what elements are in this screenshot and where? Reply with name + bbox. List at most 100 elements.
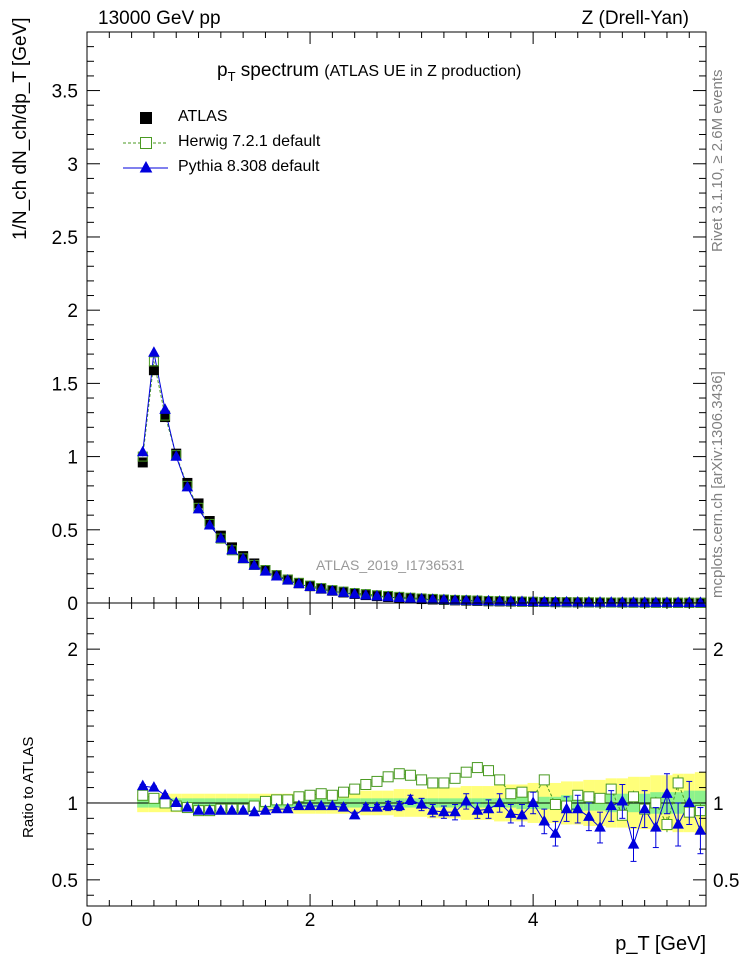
pythia-point	[192, 502, 205, 514]
legend-marker-atlas	[140, 112, 152, 124]
pythia-point	[159, 403, 171, 414]
main-ytick-label: 3.5	[52, 82, 78, 103]
ratio-pythia-point	[382, 799, 394, 811]
ratio-pythia-point	[226, 804, 238, 815]
ratio-herwig-point	[315, 788, 327, 800]
ratio-pythia-point	[259, 804, 272, 815]
ratio-herwig-point	[382, 771, 394, 783]
pythia-point	[237, 552, 249, 564]
main-ytick-label: 1	[67, 448, 78, 469]
pythia-point	[259, 565, 272, 576]
ratio-pythia-point	[527, 796, 539, 808]
ratio-pythia-point	[215, 804, 227, 815]
ratio-pythia-point	[348, 808, 361, 820]
pythia-point	[170, 450, 183, 461]
ratio-herwig-point	[371, 775, 383, 787]
ratio-herwig-point	[449, 772, 461, 784]
ratio-pythia-point	[650, 821, 662, 832]
pythia-point	[560, 595, 573, 607]
xtick-label: 0	[82, 910, 93, 931]
main-ytick-label: 1.5	[52, 374, 78, 395]
ratio-pythia-point	[326, 799, 339, 811]
ratio-pythia-point	[148, 781, 160, 792]
title-rest: spectrum	[235, 60, 319, 81]
main-ylabel: 1/N_ch dN_ch/dp_T [GeV]	[10, 17, 31, 241]
ratio-pythia-point	[404, 793, 417, 804]
ratio-ytick-label: 0.5	[52, 871, 78, 892]
ratio-ytick-label: 1	[67, 794, 78, 815]
ratio-frame	[86, 602, 707, 907]
pythia-point	[337, 586, 350, 597]
ratio-pythia-point	[393, 799, 406, 811]
legend-label-atlas: ATLAS	[178, 108, 228, 125]
ratio-pythia-point	[293, 799, 305, 811]
chart-title: pT spectrum (ATLAS UE in Z production)	[217, 60, 521, 84]
ratio-herwig-point	[326, 789, 338, 801]
ratio-pythia-point	[594, 821, 606, 832]
ratio-pythia-point	[426, 804, 439, 815]
pythia-point	[627, 596, 640, 607]
ratio-herwig-point	[427, 777, 439, 789]
ratio-pythia-point	[203, 804, 216, 815]
pythia-point	[215, 532, 227, 543]
ratio-pythia-point	[304, 799, 316, 811]
ratio-pythia-point	[505, 807, 517, 818]
ratio-herwig-point	[159, 797, 171, 809]
ratio-pythia-point	[493, 796, 506, 808]
main-ytick-label: 0.5	[52, 521, 78, 542]
pythia-point	[281, 574, 294, 585]
ratio-herwig-point	[650, 797, 662, 809]
legend-marker-herwig	[140, 137, 152, 149]
main-ytick-label: 2.5	[52, 228, 78, 249]
ratio-herwig-point	[549, 798, 561, 810]
ratio-ylabel: Ratio to ATLAS	[20, 736, 37, 838]
pythia-point	[694, 596, 707, 607]
pythia-point	[449, 594, 461, 605]
main-ytick-label: 3	[67, 155, 78, 176]
ratio-pythia-point	[281, 802, 294, 814]
ratio-panel: 0 2 4 0.5 0.5 1 1 2 2	[52, 602, 739, 931]
ratio-pythia-point	[638, 802, 651, 814]
ratio-pythia-point	[170, 796, 183, 808]
pythia-point	[136, 445, 149, 457]
ratio-pythia-point	[136, 779, 149, 791]
ratio-herwig-point	[583, 791, 595, 803]
pythia-point	[348, 587, 361, 599]
ratio-pythia-point	[159, 788, 171, 800]
pythia-point	[471, 594, 484, 606]
ratio-herwig-point	[404, 769, 416, 781]
ratio-herwig-point	[505, 788, 517, 800]
ratio-herwig-point	[460, 766, 472, 778]
ratio-herwig-point	[628, 791, 640, 803]
pythia-point	[650, 596, 662, 607]
ratio-herwig-point	[494, 774, 506, 786]
ratio-pythia-point	[538, 814, 551, 826]
pythia-point	[326, 584, 339, 596]
ratio-herwig-point	[393, 768, 405, 780]
main-ytick-label: 0	[67, 594, 78, 615]
ratio-herwig-point	[416, 774, 428, 786]
pythia-point	[203, 518, 216, 530]
ratio-pythia-point	[192, 804, 205, 815]
title-main: p	[217, 60, 228, 81]
pythia-point	[371, 589, 383, 601]
ratio-pythia-point	[482, 802, 495, 814]
title-sub: T	[227, 68, 236, 84]
ratio-pythia-point	[415, 798, 428, 809]
pythia-point	[382, 590, 394, 602]
mcplots-label: mcplots.cern.ch [arXiv:1306.3436]	[709, 371, 726, 598]
herwig-point	[148, 356, 159, 367]
ratio-pythia-point	[627, 838, 640, 849]
pythia-point	[248, 559, 261, 570]
pythia-point	[293, 577, 305, 589]
ratio-pythia-point	[371, 801, 383, 812]
atlas-point	[137, 457, 148, 468]
pythia-point	[315, 582, 328, 594]
ratio-pythia-point	[605, 799, 617, 811]
legend-label-herwig: Herwig 7.2.1 default	[178, 133, 321, 150]
ratio-pythia-point	[315, 799, 328, 811]
ratio-pythia-point	[449, 805, 461, 817]
ratio-herwig-point	[438, 777, 450, 789]
ratio-pythia-point	[683, 796, 696, 808]
